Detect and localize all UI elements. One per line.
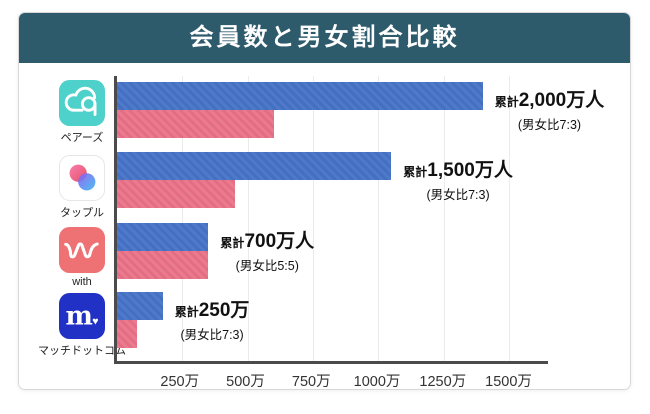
annotation-total: 累計1,500万人 — [403, 160, 513, 181]
match-dot-com-app-icon: m ♥ — [59, 293, 105, 339]
bar-female-tapple — [117, 180, 235, 208]
app-label-match: マッチドットコム — [38, 345, 126, 357]
x-tick-label: 1500万 — [485, 374, 532, 390]
gridline — [378, 76, 380, 361]
annotation-total: 累計700万人 — [220, 231, 315, 252]
gridlines — [117, 76, 548, 361]
app-row-pairs: ペアーズ — [36, 80, 128, 145]
bar-male-with — [117, 223, 209, 251]
app-row-with: with — [36, 227, 128, 288]
gridline — [247, 76, 249, 361]
annotation-ratio: (男女比5:5) — [235, 259, 299, 273]
x-axis-labels: 250万 500万 750万 1000万 1250万 1500万 — [114, 370, 548, 390]
bar-female-pairs — [117, 110, 274, 138]
annotation-pairs: 累計2,000万人 (男女比7:3) — [495, 90, 605, 133]
app-label-tapple: タップル — [60, 207, 104, 219]
bar-male-pairs — [117, 82, 483, 110]
x-tick-label: 750万 — [291, 374, 331, 390]
page-title: 会員数と男女割合比較 — [19, 13, 630, 63]
x-tick-label: 1000万 — [353, 374, 401, 390]
annotation-ratio: (男女比7:3) — [517, 118, 582, 132]
annotation-tapple: 累計1,500万人 (男女比7:3) — [403, 160, 513, 203]
x-tick-label: 500万 — [226, 374, 265, 390]
bar-female-with — [117, 251, 209, 279]
annotation-with: 累計700万人 (男女比5:5) — [220, 231, 314, 274]
x-tick-label: 1250万 — [419, 374, 467, 390]
bar-male-tapple — [117, 152, 392, 180]
svg-text:♥: ♥ — [92, 316, 98, 328]
tapple-app-icon — [59, 155, 105, 201]
annotation-ratio: (男女比7:3) — [180, 328, 244, 342]
bar-group-match: 累計250万 (男女比7:3) — [117, 292, 548, 348]
app-row-tapple: タップル — [36, 155, 128, 220]
annotation-match: 累計250万 (男女比7:3) — [175, 300, 250, 343]
plot-area: 累計2,000万人 (男女比7:3) 累計1,500万人 (男女比7:3) 累計… — [114, 76, 604, 364]
with-app-icon — [59, 227, 105, 273]
gridline — [182, 76, 184, 361]
annotation-total: 累計250万 — [174, 300, 250, 321]
pairs-app-icon — [59, 80, 105, 126]
bar-group-with: 累計700万人 (男女比5:5) — [117, 223, 548, 279]
bar-group-pairs: 累計2,000万人 (男女比7:3) — [117, 82, 604, 138]
chart-card: 会員数と男女割合比較 ペアーズ — [18, 12, 631, 390]
app-label-pairs: ペアーズ — [60, 132, 104, 144]
bar-female-match — [117, 320, 137, 348]
gridline — [443, 76, 445, 361]
bar-group-tapple: 累計1,500万人 (男女比7:3) — [117, 152, 548, 208]
x-tick-label: 250万 — [160, 374, 200, 390]
annotation-total: 累計2,000万人 — [494, 90, 605, 111]
app-row-match: m ♥ マッチドットコム — [36, 293, 128, 358]
annotation-ratio: (男女比7:3) — [426, 188, 490, 202]
chart-area: ペアーズ タップル — [19, 63, 630, 389]
svg-text:m: m — [65, 302, 92, 332]
bar-male-match — [117, 292, 163, 320]
app-label-with: with — [72, 276, 92, 288]
gridline — [508, 76, 510, 361]
gridline — [312, 76, 314, 361]
